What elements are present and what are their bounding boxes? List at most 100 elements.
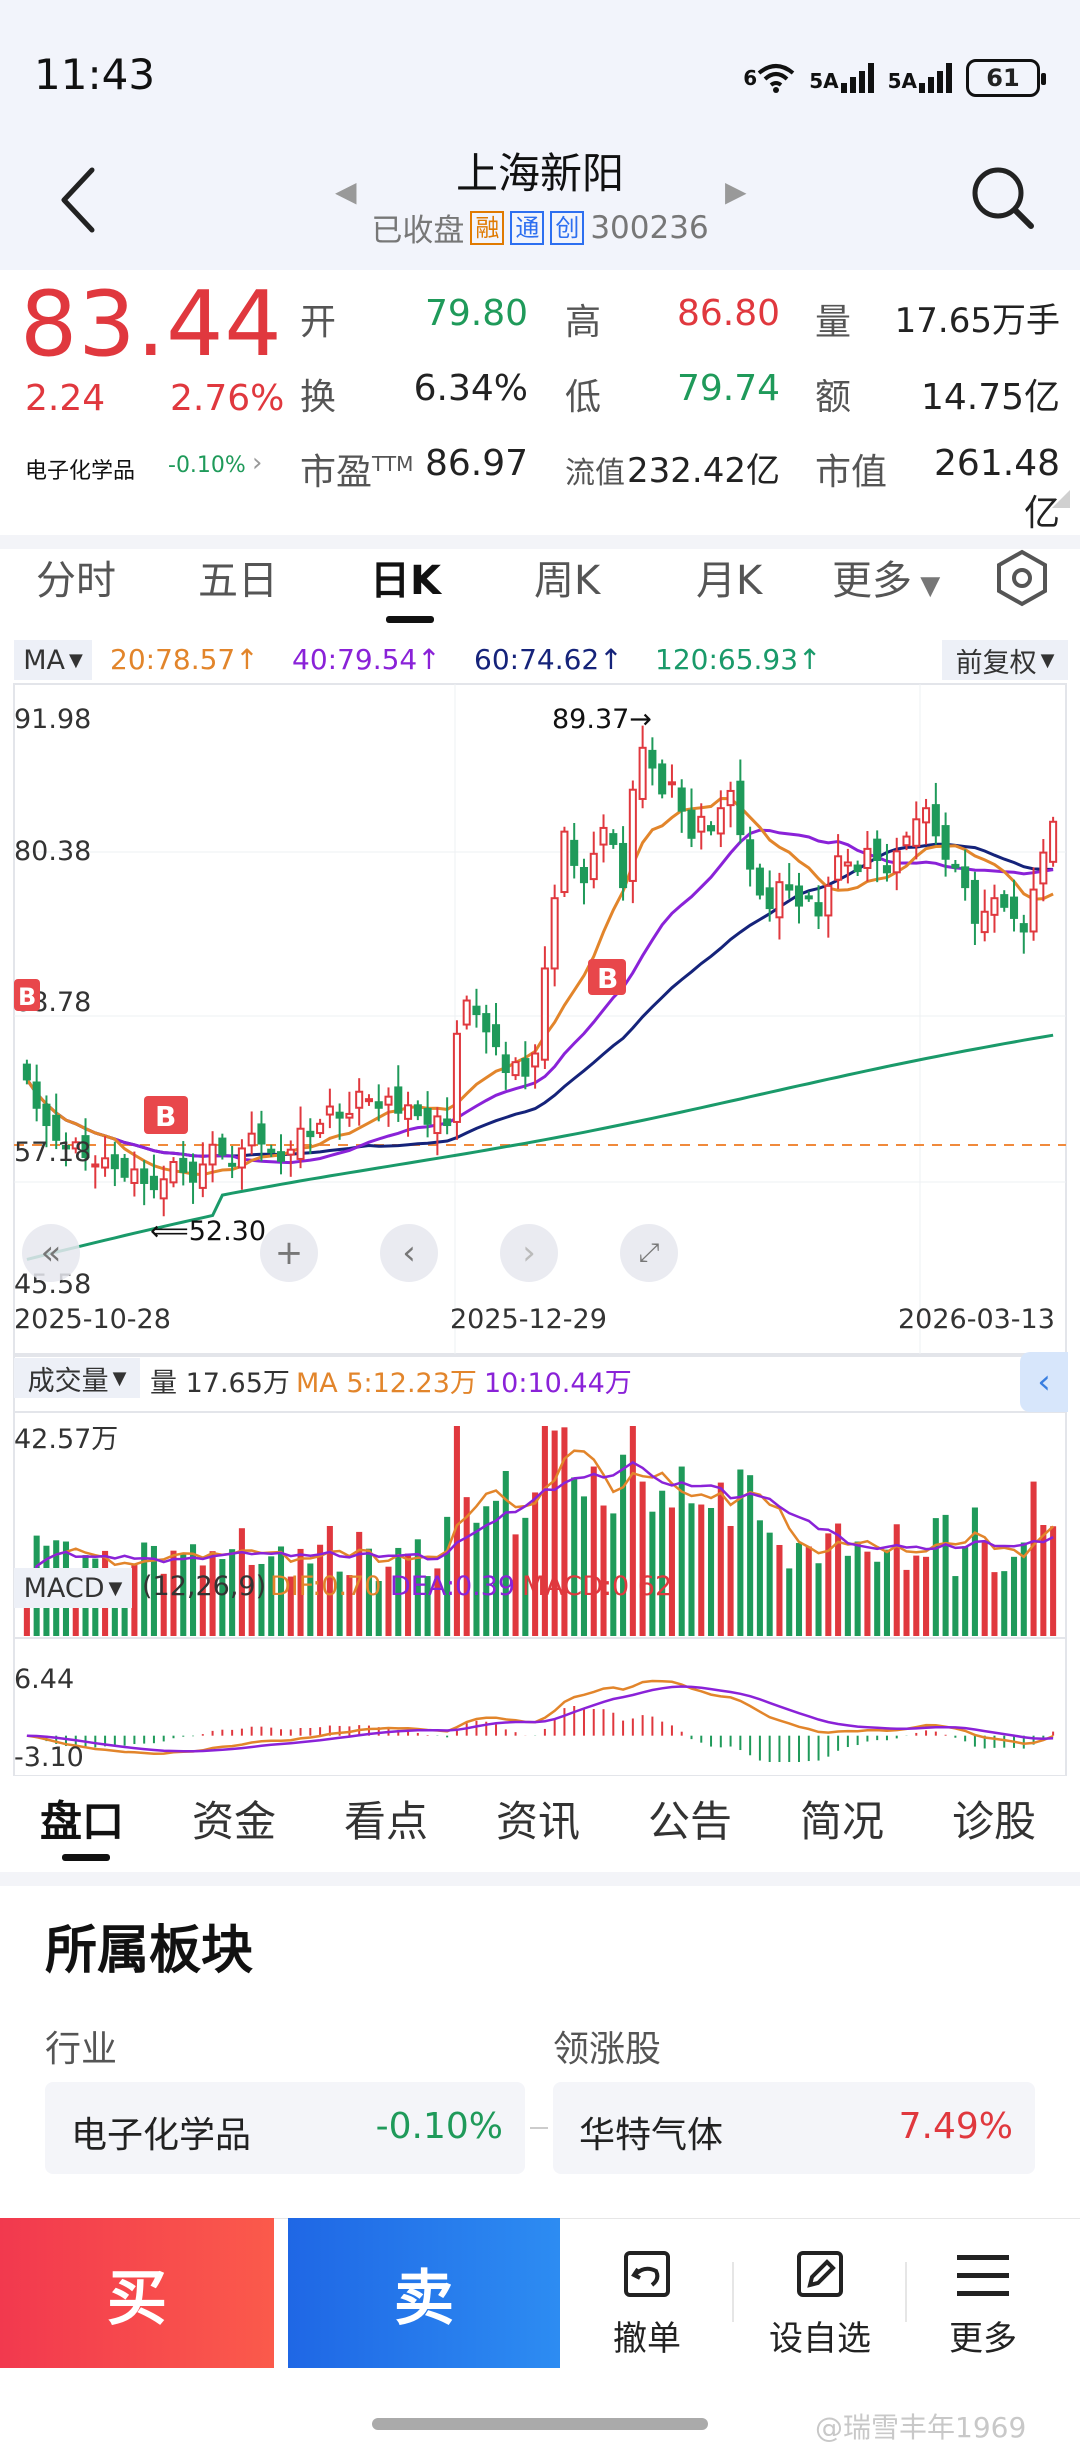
macd-indicator-selector[interactable]: MACD ▼ [14, 1568, 132, 1608]
candle [1009, 879, 1019, 932]
tab-monthly-k[interactable]: 月K [696, 558, 763, 604]
volume-bar [1050, 1526, 1057, 1636]
buy-marker[interactable]: B [588, 959, 626, 995]
tab-news[interactable]: 资讯 [496, 1797, 581, 1846]
industry-card[interactable]: 电子化学品 -0.10% [45, 2082, 525, 2174]
candle [120, 1153, 129, 1182]
scroll-left-button[interactable]: ‹ [380, 1224, 438, 1282]
price-adjust-selector[interactable]: 前复权 ▼ [942, 640, 1068, 680]
candle [882, 843, 891, 882]
volume-bar [336, 1571, 343, 1636]
tab-profile[interactable]: 简况 [800, 1797, 885, 1846]
hexagon-settings-icon [997, 549, 1047, 607]
fullscreen-button[interactable]: ⤢ [620, 1224, 678, 1282]
tag-margin: 融 [470, 210, 505, 245]
caret-down-icon: ▼ [912, 571, 941, 601]
add-watchlist-button[interactable]: 设自选 [735, 2230, 905, 2360]
menu-icon [957, 2255, 1009, 2296]
tab-orderbook[interactable]: 盘口 [40, 1797, 125, 1846]
more-actions-button[interactable]: 更多 [898, 2230, 1068, 2360]
volume-bar [903, 1569, 910, 1636]
search-button[interactable] [968, 163, 1038, 233]
volume-indicator-selector[interactable]: 成交量 ▼ [14, 1358, 140, 1398]
pe-value: 86.97 [424, 443, 528, 484]
tab-highlights[interactable]: 看点 [344, 1797, 429, 1846]
candle [1000, 890, 1009, 912]
home-indicator [372, 2418, 708, 2430]
divider [732, 2262, 734, 2322]
candle-body [276, 1151, 286, 1162]
tab-five-day[interactable]: 五日 [198, 558, 278, 604]
candle [785, 863, 794, 899]
buy-marker[interactable]: B [14, 979, 40, 1011]
ma-selector[interactable]: MA ▼ [14, 640, 92, 680]
sell-button[interactable]: 卖 [288, 2218, 560, 2368]
tab-more[interactable]: 更多 ▼ [832, 558, 941, 604]
undo-icon [624, 2251, 670, 2297]
zoom-in-button[interactable]: + [260, 1224, 318, 1282]
candle-body [609, 833, 618, 845]
kline-chart[interactable]: 91.98 80.38 68.78 57.18 45.58 2025-10-28… [0, 636, 1080, 1776]
candle-body [286, 1148, 295, 1156]
volume-bar [356, 1531, 363, 1636]
chart-settings-button[interactable] [992, 548, 1052, 612]
candle-body [218, 1137, 227, 1156]
candle [374, 1084, 383, 1122]
volume-bar [864, 1551, 871, 1636]
candle-body [599, 826, 608, 846]
zoom-out-button[interactable]: « [22, 1224, 80, 1282]
candle-body [707, 825, 716, 832]
volume-label: 量 [815, 302, 852, 343]
candle [208, 1131, 217, 1183]
tab-weekly-k[interactable]: 周K [534, 558, 601, 604]
candle [482, 1004, 491, 1054]
candle [267, 1144, 276, 1158]
float-cap-value: 232.42亿 [627, 451, 780, 491]
buy-marker[interactable]: B [144, 1096, 188, 1134]
candle-body [882, 865, 891, 874]
candle-body [941, 825, 950, 860]
buy-button[interactable]: 买 [0, 2218, 274, 2368]
amount-value: 14.75亿 [920, 377, 1060, 418]
candle-body [746, 839, 755, 870]
candle [61, 1132, 71, 1167]
candle [130, 1151, 139, 1197]
edit-icon [797, 2251, 843, 2297]
collapse-panel-button[interactable]: ‹ [1020, 1352, 1068, 1412]
svg-text:B: B [18, 983, 36, 1011]
tab-diagnosis[interactable]: 诊股 [952, 1797, 1037, 1846]
volume-bar [375, 1580, 382, 1636]
chevron-right-icon[interactable]: › [252, 448, 263, 478]
svg-text:B: B [155, 1100, 176, 1133]
back-button[interactable] [50, 160, 110, 240]
volume-bar [1020, 1542, 1027, 1636]
tab-intraday[interactable]: 分时 [36, 558, 116, 604]
candle [394, 1065, 403, 1122]
tab-daily-k[interactable]: 日K [370, 558, 441, 604]
candle-body [658, 763, 667, 795]
candle [667, 764, 676, 798]
volume-bar [317, 1544, 324, 1636]
candle-body [267, 1148, 276, 1154]
candle-body [296, 1127, 305, 1160]
sector-mini-name[interactable]: 电子化学品 [25, 459, 136, 484]
candle-body [149, 1175, 158, 1191]
candle [863, 831, 872, 882]
low-annotation: ⟸52.30 [150, 1216, 266, 1247]
leader-card[interactable]: 华特气体 7.49% [553, 2082, 1035, 2174]
candle-body [980, 910, 989, 934]
sector-mini-percent[interactable]: -0.10% [168, 453, 246, 478]
candle [316, 1118, 325, 1138]
scroll-right-button[interactable]: › [500, 1224, 558, 1282]
next-stock-icon[interactable]: ▶ [725, 175, 747, 208]
amount-label: 额 [815, 377, 852, 418]
tab-funds[interactable]: 资金 [192, 1797, 277, 1846]
candle-body [990, 897, 999, 916]
volume-bar [610, 1513, 617, 1636]
candle-body [237, 1147, 246, 1169]
candle-body [912, 818, 921, 847]
candle-body [697, 815, 706, 833]
tab-announcements[interactable]: 公告 [648, 1797, 733, 1846]
cancel-order-button[interactable]: 撤单 [562, 2230, 732, 2360]
prev-stock-icon[interactable]: ◀ [335, 175, 357, 208]
